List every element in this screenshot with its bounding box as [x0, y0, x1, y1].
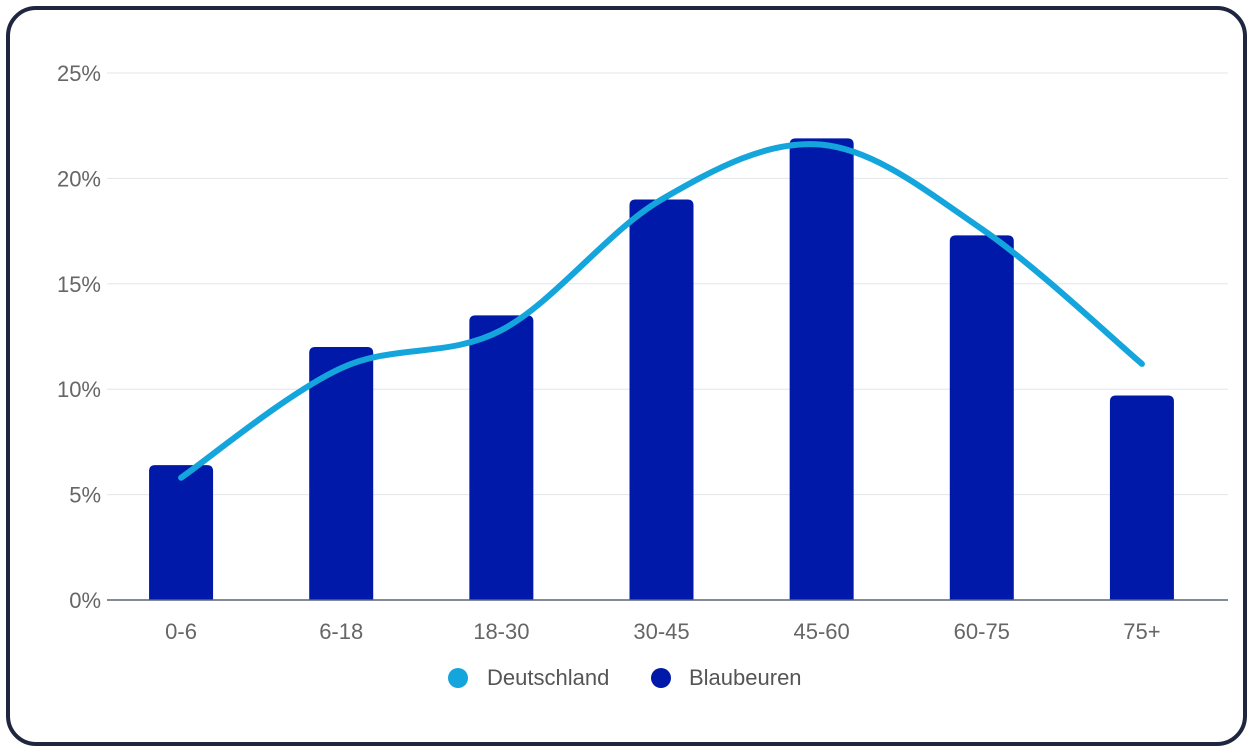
x-tick-label: 60-75 [954, 619, 1010, 644]
legend: Deutschland Blaubeuren [448, 665, 802, 690]
x-tick-label: 75+ [1123, 619, 1160, 644]
chart: 0% 5% 10% 15% 20% 25% 0-6 6-18 18-30 30-45 45-60 6… [57, 61, 1228, 690]
line-series [178, 141, 1145, 481]
x-tick-label: 18-30 [473, 619, 529, 644]
bar [309, 347, 374, 600]
x-tick-label: 6-18 [319, 619, 363, 644]
y-tick-label: 10% [57, 377, 101, 402]
bar-series [149, 138, 1174, 601]
x-tick-label: 45-60 [794, 619, 850, 644]
x-axis: 0-6 6-18 18-30 30-45 45-60 60-75 75+ [165, 619, 1160, 644]
chart-card [6, 6, 1247, 746]
y-tick-label: 5% [69, 483, 101, 508]
y-tick-label: 20% [57, 166, 101, 191]
x-tick-label: 30-45 [633, 619, 689, 644]
legend-label: Deutschland [487, 665, 609, 690]
legend-marker [651, 668, 671, 688]
bar [949, 235, 1014, 601]
y-tick-label: 25% [57, 61, 101, 86]
y-tick-label: 15% [57, 272, 101, 297]
bar [149, 465, 214, 600]
legend-marker [448, 668, 468, 688]
bar [469, 315, 534, 600]
x-tick-label: 0-6 [165, 619, 197, 644]
bar [629, 199, 694, 601]
y-axis: 0% 5% 10% 15% 20% 25% [57, 61, 101, 613]
bar [1109, 395, 1174, 600]
bar [789, 138, 854, 600]
line-path [178, 141, 1145, 481]
legend-label: Blaubeuren [689, 665, 802, 690]
y-tick-label: 0% [69, 588, 101, 613]
